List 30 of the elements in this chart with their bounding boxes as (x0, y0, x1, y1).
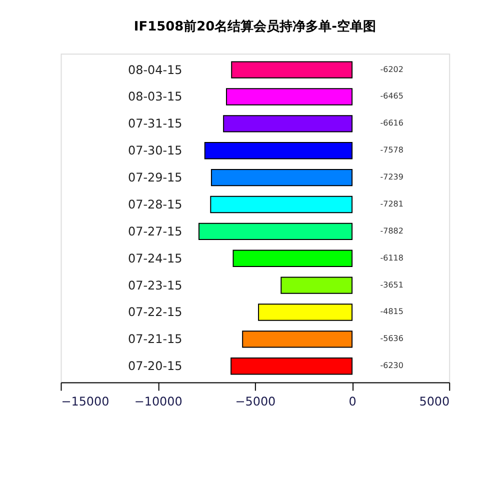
y-tick-label: 07-22-15 (128, 305, 182, 320)
data-label: -7578 (380, 146, 404, 155)
y-tick-label: 07-20-15 (128, 359, 182, 374)
x-tick-label: 0 (348, 394, 356, 409)
y-tick-label: 07-29-15 (128, 170, 182, 185)
x-tick-label: −10000 (134, 394, 182, 409)
y-tick-label: 07-31-15 (128, 116, 182, 131)
x-tick-label: −5000 (235, 394, 276, 409)
data-label: -6202 (380, 64, 404, 74)
data-label: -6616 (380, 118, 404, 128)
data-label: -6230 (380, 361, 404, 370)
x-tick-label: −15000 (61, 394, 110, 409)
x-tick-label: 5000 (419, 394, 450, 409)
data-label: -5636 (380, 334, 404, 344)
y-tick-label: 08-04-15 (128, 62, 182, 77)
data-label: -6118 (380, 253, 404, 262)
y-tick-label: 08-03-15 (128, 90, 182, 104)
data-label: -3651 (380, 280, 404, 290)
data-label: -7281 (380, 199, 404, 208)
chart-title: IF1508前20名结算会员持净多单-空单图 (134, 18, 376, 35)
data-label: -4815 (380, 307, 404, 316)
y-tick-label: 07-21-15 (128, 332, 182, 346)
y-tick-label: 07-23-15 (128, 278, 182, 292)
y-tick-label: 07-27-15 (128, 224, 182, 238)
y-tick-label: 07-28-15 (128, 197, 182, 212)
data-label: -7882 (380, 226, 404, 236)
y-tick-label: 07-30-15 (128, 144, 182, 158)
data-label: -6465 (380, 92, 404, 101)
y-tick-label: 07-24-15 (128, 251, 182, 266)
data-label: -7239 (380, 172, 404, 182)
